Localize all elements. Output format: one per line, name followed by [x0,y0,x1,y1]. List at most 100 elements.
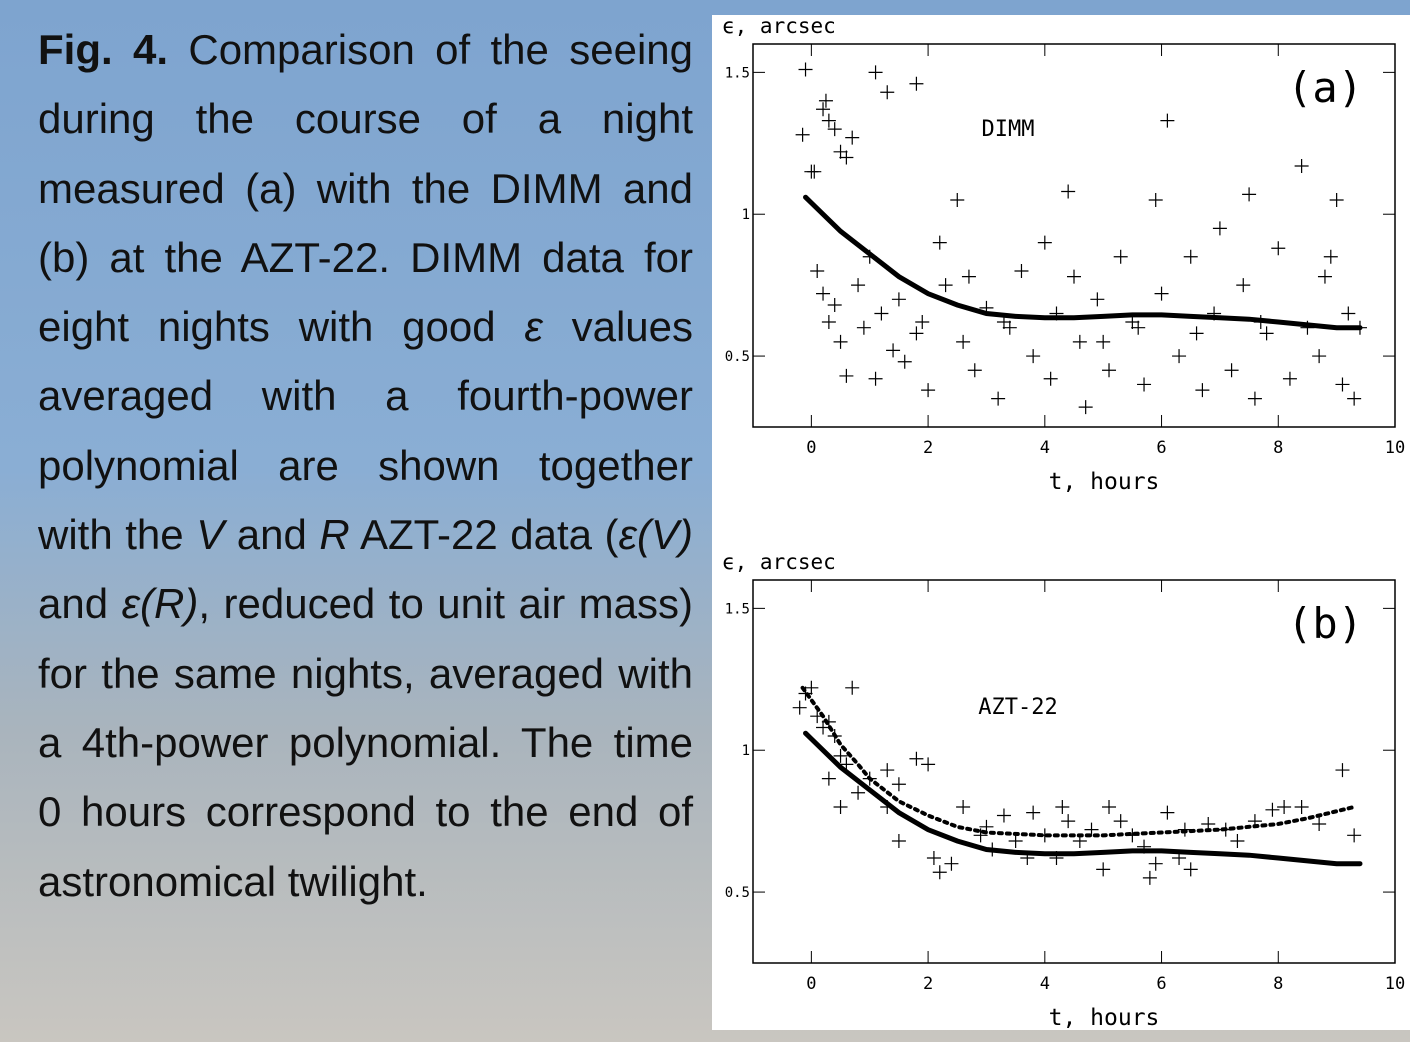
data-point [868,65,883,80]
data-point [1142,870,1157,885]
data-point [833,799,848,814]
data-point [991,391,1006,406]
data-point [1026,805,1041,820]
data-point [880,763,895,778]
data-point [1230,834,1245,849]
data-point [810,263,825,278]
data-point [1317,269,1332,284]
data-point [1172,349,1187,364]
data-point [915,315,930,330]
x-tick-label: 0 [806,438,816,458]
chart-panel [712,15,1410,1030]
data-point [856,320,871,335]
data-point [967,363,982,378]
data-point [1008,834,1023,849]
data-point [821,315,836,330]
data-point [845,680,860,695]
caption-run: ε(R) [121,580,199,628]
data-point [1160,113,1175,128]
x-tick-label: 2 [923,974,933,994]
data-point [816,286,831,301]
y-tick-label: 1.5 [725,65,750,81]
caption-run: Comparison of the seeing during the cour… [38,26,693,351]
x-tick-label: 6 [1156,974,1166,994]
data-point [827,122,842,137]
data-point [1335,763,1350,778]
caption-run: AZT-22 data ( [349,511,619,559]
data-point [1102,363,1117,378]
data-point [833,144,848,159]
x-tick-label: 8 [1273,438,1283,458]
x-axis-label: t, hours [1049,1005,1160,1031]
data-point [1014,263,1029,278]
data-point [845,130,860,145]
caption-run: Fig. 4. [38,26,169,73]
caption-run: V [196,511,225,559]
data-point [1113,814,1128,829]
y-tick-label: 1.5 [725,601,750,617]
y-axis-label: ϵ, arcsec [722,550,836,574]
data-point [1078,400,1093,415]
data-point [1002,320,1017,335]
data-point [1195,383,1210,398]
y-axis-label: ϵ, arcsec [722,14,836,38]
data-point [851,278,866,293]
x-tick-label: 2 [923,438,933,458]
caption-run: and [224,511,320,559]
data-point [961,269,976,284]
data-point [1090,292,1105,307]
data-point [816,720,831,735]
data-point [804,680,819,695]
data-point [1037,235,1052,250]
data-point [1312,349,1327,364]
data-point [833,748,848,763]
data-point [950,193,965,208]
x-tick-label: 0 [806,974,816,994]
panel-label: (a) [1287,63,1363,112]
caption: Fig. 4. Comparison of the seeing during … [38,15,693,916]
data-point [1148,193,1163,208]
x-tick-label: 8 [1273,974,1283,994]
fit-curve [800,685,1357,838]
data-point [1131,320,1146,335]
data-point [874,306,889,321]
data-point [1183,862,1198,877]
x-tick-label: 10 [1385,974,1405,994]
x-tick-label: 6 [1156,438,1166,458]
y-tick-label: 0.5 [725,885,750,901]
data-point [932,235,947,250]
annotation: AZT-22 [978,695,1057,720]
data-point [891,292,906,307]
data-point [827,298,842,313]
data-point [1247,391,1262,406]
data-point [833,334,848,349]
data-point [1067,269,1081,284]
data-point [816,102,831,117]
data-point [938,278,953,293]
data-point [897,354,912,369]
fit-curve [803,194,1363,331]
data-point [1102,799,1117,814]
y-tick-label: 0.5 [725,349,750,365]
data-point [851,785,866,800]
data-point [1282,371,1297,386]
data-point [1189,326,1204,341]
plot-frame [752,43,1396,428]
data-point [921,383,936,398]
data-point [1259,326,1274,341]
y-tick-label: 1 [742,743,750,759]
data-point [1236,278,1251,293]
data-point [1347,828,1362,843]
data-point [880,85,895,100]
data-point [909,751,924,766]
data-point [956,334,971,349]
data-point [795,127,810,142]
data-point [1043,371,1058,386]
data-point [1113,249,1128,264]
data-point [1183,249,1198,264]
data-point [909,76,924,91]
data-point [1335,377,1350,392]
data-point [1154,286,1169,301]
data-point [1061,814,1076,829]
data-point [1212,221,1227,236]
